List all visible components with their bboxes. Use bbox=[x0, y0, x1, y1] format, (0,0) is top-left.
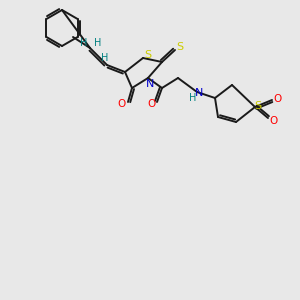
Text: S: S bbox=[144, 50, 152, 60]
Text: N: N bbox=[195, 88, 203, 98]
Text: H: H bbox=[189, 93, 197, 103]
Text: N: N bbox=[146, 79, 154, 89]
Text: O: O bbox=[148, 99, 156, 109]
Text: O: O bbox=[273, 94, 281, 104]
Text: H: H bbox=[94, 38, 102, 48]
Text: S: S bbox=[176, 42, 184, 52]
Text: H: H bbox=[80, 38, 88, 48]
Text: H: H bbox=[101, 53, 109, 63]
Text: O: O bbox=[269, 116, 277, 126]
Text: S: S bbox=[254, 101, 262, 111]
Text: O: O bbox=[118, 99, 126, 109]
